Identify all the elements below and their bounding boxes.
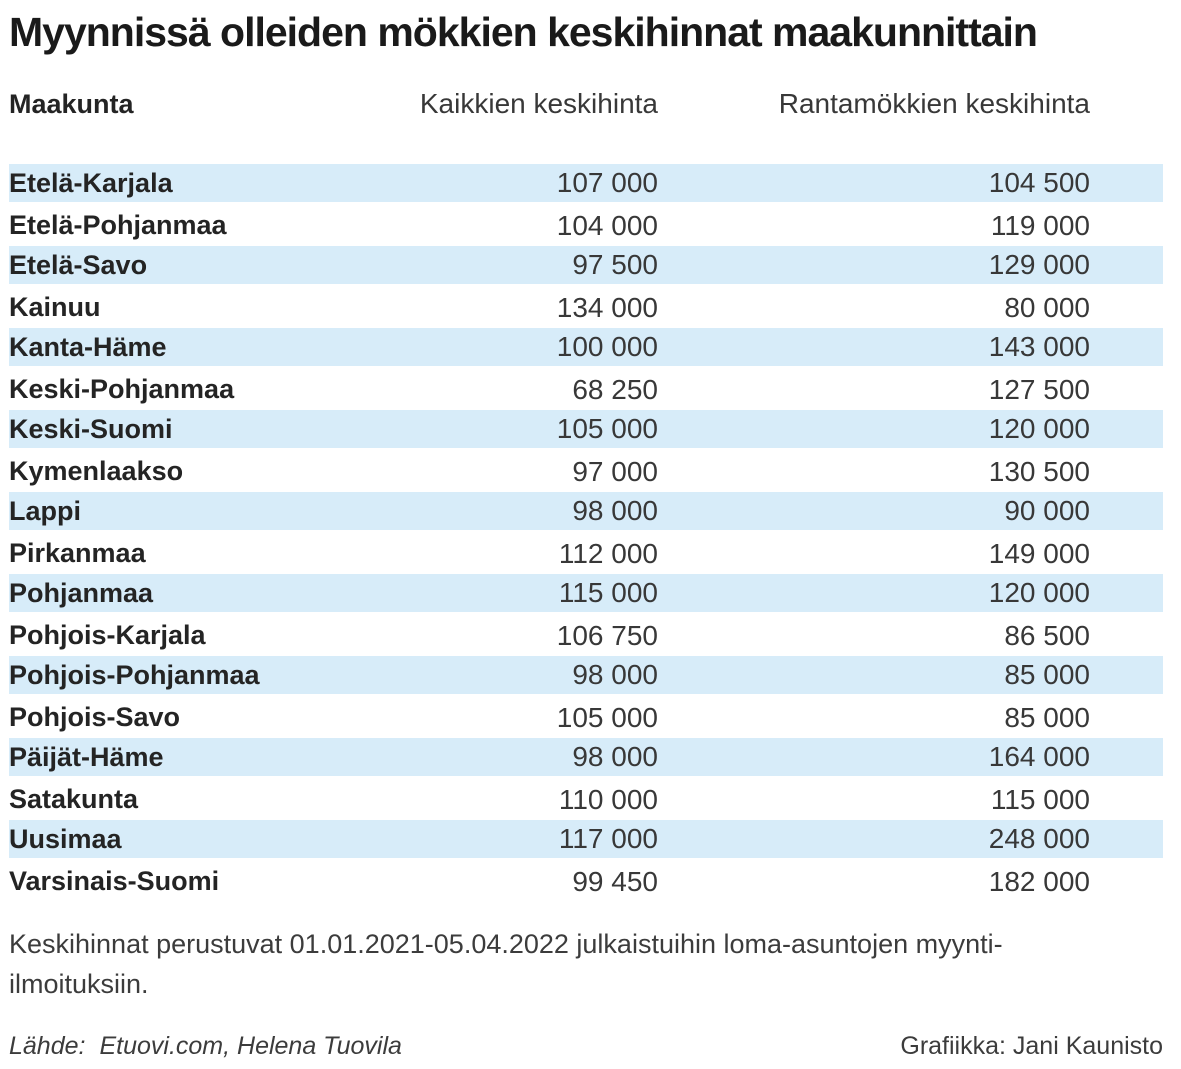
cell-all-average: 97 000 [572,455,658,487]
table-row: Pohjanmaa 115 000 120 000 [9,574,1163,615]
cell-all-average: 112 000 [558,537,658,569]
cell-waterfront-average: 164 000 [988,741,1090,772]
table-row: Etelä-Savo 97 500 129 000 [9,246,1163,287]
table-row: Varsinais-Suomi 99 450 182 000 [9,861,1163,902]
cell-waterfront-average: 149 000 [988,537,1090,569]
cell-waterfront-average: 182 000 [988,865,1090,897]
table-row: Satakunta 110 000 115 000 [9,779,1163,820]
region-name: Uusimaa [9,823,122,854]
column-header-waterfront-average: Rantamökkien keskihinta [778,88,1090,119]
cell-waterfront-average: 85 000 [1004,701,1090,733]
region-name: Päijät-Häme [9,741,164,772]
region-name: Lappi [9,495,81,526]
region-name: Pirkanmaa [9,538,146,568]
cell-all-average: 104 000 [556,209,658,241]
region-name: Satakunta [9,784,139,814]
region-name: Kanta-Häme [9,331,167,362]
column-header-all-average: Kaikkien keskihinta [419,88,658,119]
cell-all-average: 115 000 [558,577,658,608]
cell-waterfront-average: 127 500 [988,373,1090,405]
source-label: Lähde: [9,1032,86,1060]
table-row: Uusimaa 117 000 248 000 [9,820,1163,861]
cell-all-average: 117 000 [558,823,658,854]
table-row: Keski-Pohjanmaa 68 250 127 500 [9,369,1163,410]
table-row: Kymenlaakso 97 000 130 500 [9,451,1163,492]
cell-all-average: 105 000 [556,701,658,733]
table-row: Pohjois-Savo 105 000 85 000 [9,697,1163,738]
cell-all-average: 107 000 [556,167,658,198]
source-value: Etuovi.com, Helena Tuovila [99,1032,402,1060]
cell-waterfront-average: 86 500 [1004,619,1090,651]
table-row: Kainuu 134 000 80 000 [9,287,1163,328]
table-row: Keski-Suomi 105 000 120 000 [9,410,1163,451]
table-body: Etelä-Karjala 107 000 104 500 Etelä-Pohjanm… [9,164,1163,902]
source-line: Lähde: Etuovi.com, Helena Tuovila [9,1032,402,1061]
cell-waterfront-average: 119 000 [990,209,1090,241]
region-name: Varsinais-Suomi [9,866,220,896]
cell-all-average: 106 750 [556,619,658,651]
region-name: Kymenlaakso [9,456,184,486]
table-row: Etelä-Karjala 107 000 104 500 [9,164,1163,205]
cell-waterfront-average: 85 000 [1004,659,1090,690]
cell-all-average: 110 000 [558,783,658,815]
region-name: Pohjois-Karjala [9,620,206,650]
cell-all-average: 105 000 [556,413,658,444]
cell-all-average: 97 500 [572,249,658,280]
table-row: Kanta-Häme 100 000 143 000 [9,328,1163,369]
table-row: Pohjois-Karjala 106 750 86 500 [9,615,1163,656]
graphics-credit: Grafiikka: Jani Kaunisto [900,1032,1163,1060]
cell-all-average: 100 000 [556,331,658,362]
table-row: Pohjois-Pohjanmaa 98 000 85 000 [9,656,1163,697]
region-name: Kainuu [9,292,101,322]
cell-waterfront-average: 120 000 [988,413,1090,444]
cell-waterfront-average: 143 000 [988,331,1090,362]
footnote: Keskihinnat perustuvat 01.01.2021-05.04.… [9,929,1003,999]
region-name: Keski-Suomi [9,413,173,444]
cell-all-average: 99 450 [572,865,658,897]
table-row: Päijät-Häme 98 000 164 000 [9,738,1163,779]
cell-all-average: 98 000 [572,659,658,690]
cell-waterfront-average: 129 000 [988,249,1090,280]
cell-all-average: 68 250 [572,373,658,405]
region-name: Pohjois-Savo [9,702,181,732]
table-row: Etelä-Pohjanmaa 104 000 119 000 [9,205,1163,246]
column-header-region: Maakunta [9,88,134,119]
region-name: Pohjanmaa [9,577,154,608]
cell-waterfront-average: 115 000 [990,783,1090,815]
region-name: Etelä-Pohjanmaa [9,210,227,240]
cell-all-average: 134 000 [556,291,658,323]
cell-waterfront-average: 120 000 [988,577,1090,608]
cell-all-average: 98 000 [572,495,658,526]
table-row: Pirkanmaa 112 000 149 000 [9,533,1163,574]
region-name: Etelä-Savo [9,249,148,280]
table-header: Maakunta Kaikkien keskihinta Rantamökkie… [9,88,1163,120]
cell-waterfront-average: 248 000 [988,823,1090,854]
cell-waterfront-average: 130 500 [988,455,1090,487]
page-title: Myynnissä olleiden mökkien keskihinnat m… [9,9,1038,55]
region-name: Keski-Pohjanmaa [9,374,235,404]
region-name: Etelä-Karjala [9,167,173,198]
cell-all-average: 98 000 [572,741,658,772]
region-name: Pohjois-Pohjanmaa [9,659,260,690]
credits-row: Lähde: Etuovi.com, Helena Tuovila Grafiik… [9,1032,1163,1061]
table-row: Lappi 98 000 90 000 [9,492,1163,533]
cell-waterfront-average: 104 500 [988,167,1090,198]
cell-waterfront-average: 80 000 [1004,291,1090,323]
cell-waterfront-average: 90 000 [1004,495,1090,526]
